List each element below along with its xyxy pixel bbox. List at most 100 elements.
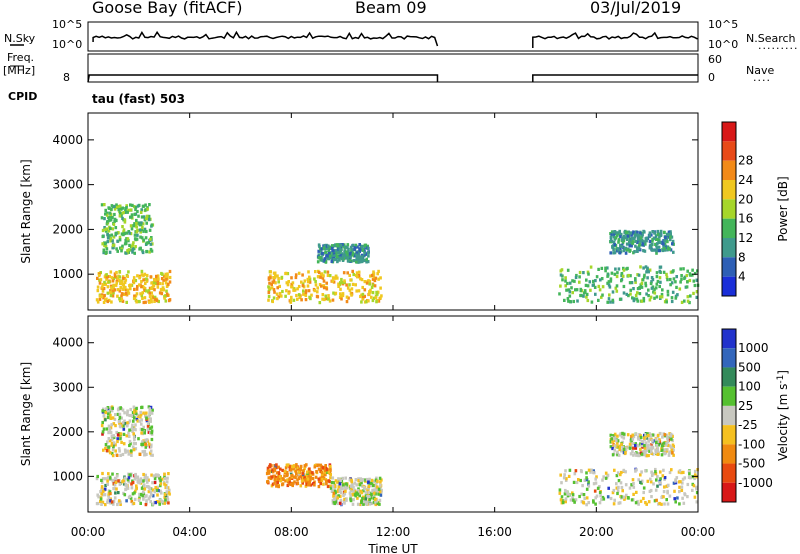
echo-cell bbox=[680, 274, 683, 278]
echo-cell bbox=[148, 250, 151, 254]
echo-cell bbox=[134, 207, 137, 212]
echo-cell bbox=[355, 483, 358, 487]
echo-cell bbox=[692, 484, 696, 488]
echo-cell bbox=[599, 494, 602, 498]
echo-cell bbox=[636, 499, 639, 504]
echo-cell bbox=[574, 469, 578, 473]
echo-cell bbox=[134, 423, 137, 427]
echo-cell bbox=[147, 497, 151, 501]
echo-cell bbox=[376, 272, 379, 276]
echo-cell bbox=[688, 278, 692, 283]
echo-cell bbox=[602, 497, 606, 501]
echo-cell bbox=[338, 247, 342, 251]
echo-cell bbox=[103, 226, 106, 230]
echo-cell bbox=[147, 405, 151, 409]
echo-cell bbox=[123, 476, 127, 480]
echo-cell bbox=[613, 251, 617, 255]
echo-cell bbox=[575, 273, 578, 278]
echo-cell bbox=[329, 486, 333, 490]
echo-cell bbox=[143, 487, 147, 491]
echo-cell bbox=[345, 283, 348, 287]
echo-cell bbox=[629, 274, 632, 278]
nsky-trace bbox=[92, 30, 698, 49]
echo-cell bbox=[136, 419, 139, 423]
echo-cell bbox=[146, 424, 150, 428]
echo-cell bbox=[107, 445, 110, 449]
echo-cell bbox=[123, 411, 126, 415]
echo-cell bbox=[668, 247, 671, 251]
echo-cell bbox=[339, 281, 342, 285]
echo-cell bbox=[565, 490, 569, 494]
echo-cell bbox=[96, 493, 99, 497]
echo-cell bbox=[616, 471, 620, 475]
echo-cell bbox=[585, 292, 589, 296]
echo-cell bbox=[139, 410, 142, 414]
echo-cell bbox=[141, 225, 144, 230]
echo-cell bbox=[329, 484, 332, 488]
echo-cell bbox=[338, 482, 342, 486]
echo-cell bbox=[321, 293, 325, 297]
echo-cell bbox=[332, 481, 335, 485]
echo-cell bbox=[334, 254, 338, 258]
echo-cell bbox=[159, 482, 163, 486]
echo-cell bbox=[117, 407, 120, 411]
echo-cell bbox=[343, 501, 346, 505]
echo-cell bbox=[284, 466, 288, 470]
echo-cell bbox=[133, 437, 136, 441]
echo-cell bbox=[124, 487, 127, 492]
echo-cell bbox=[103, 280, 106, 284]
echo-cell bbox=[125, 499, 128, 503]
echo-cell bbox=[153, 480, 157, 485]
echo-cell bbox=[640, 299, 644, 303]
echo-cell bbox=[652, 290, 655, 294]
echo-cell bbox=[622, 284, 626, 289]
echo-cell bbox=[109, 430, 113, 435]
echo-cell bbox=[648, 233, 651, 237]
echo-cell bbox=[128, 439, 132, 444]
echo-cell bbox=[284, 271, 287, 276]
echo-cell bbox=[609, 433, 613, 437]
echo-cell bbox=[300, 298, 303, 302]
echo-cell bbox=[617, 453, 621, 457]
echo-cell bbox=[323, 270, 327, 274]
echo-cell bbox=[631, 446, 635, 450]
echo-cell bbox=[107, 431, 110, 435]
echo-cell bbox=[118, 238, 122, 242]
echo-cell bbox=[118, 424, 122, 428]
echo-cell bbox=[600, 497, 603, 502]
echo-cell bbox=[285, 281, 289, 285]
nsky-tick-bottom: 10^0 bbox=[52, 38, 83, 51]
echo-cell bbox=[317, 467, 321, 471]
echo-cell bbox=[111, 279, 115, 283]
echo-cell bbox=[665, 300, 668, 304]
echo-cell bbox=[166, 476, 169, 480]
echo-cell bbox=[657, 443, 660, 447]
echo-cell bbox=[123, 448, 127, 452]
echo-cell bbox=[650, 445, 653, 449]
echo-cell bbox=[297, 476, 301, 481]
echo-cell bbox=[609, 251, 612, 255]
echo-cell bbox=[128, 494, 132, 498]
echo-cell bbox=[107, 215, 110, 219]
echo-cell bbox=[560, 501, 564, 505]
echo-cell bbox=[662, 441, 666, 445]
echo-cell bbox=[143, 431, 146, 435]
echo-cell bbox=[582, 493, 586, 497]
echo-cell bbox=[358, 494, 361, 498]
echo-cell bbox=[323, 471, 326, 475]
echo-cell bbox=[151, 481, 154, 485]
echo-cell bbox=[305, 482, 308, 486]
echo-cell bbox=[651, 278, 655, 282]
echo-cell bbox=[150, 493, 153, 497]
echo-cell bbox=[345, 300, 349, 304]
echo-cell bbox=[681, 481, 684, 485]
echo-cell bbox=[332, 500, 336, 504]
echo-cell bbox=[674, 479, 677, 483]
echo-cell bbox=[350, 287, 354, 291]
echo-cell bbox=[656, 433, 660, 437]
echo-cell bbox=[611, 298, 615, 302]
echo-cell bbox=[164, 484, 167, 488]
echo-cell bbox=[103, 493, 107, 497]
echo-cell bbox=[558, 491, 562, 495]
echo-cell bbox=[299, 464, 303, 468]
